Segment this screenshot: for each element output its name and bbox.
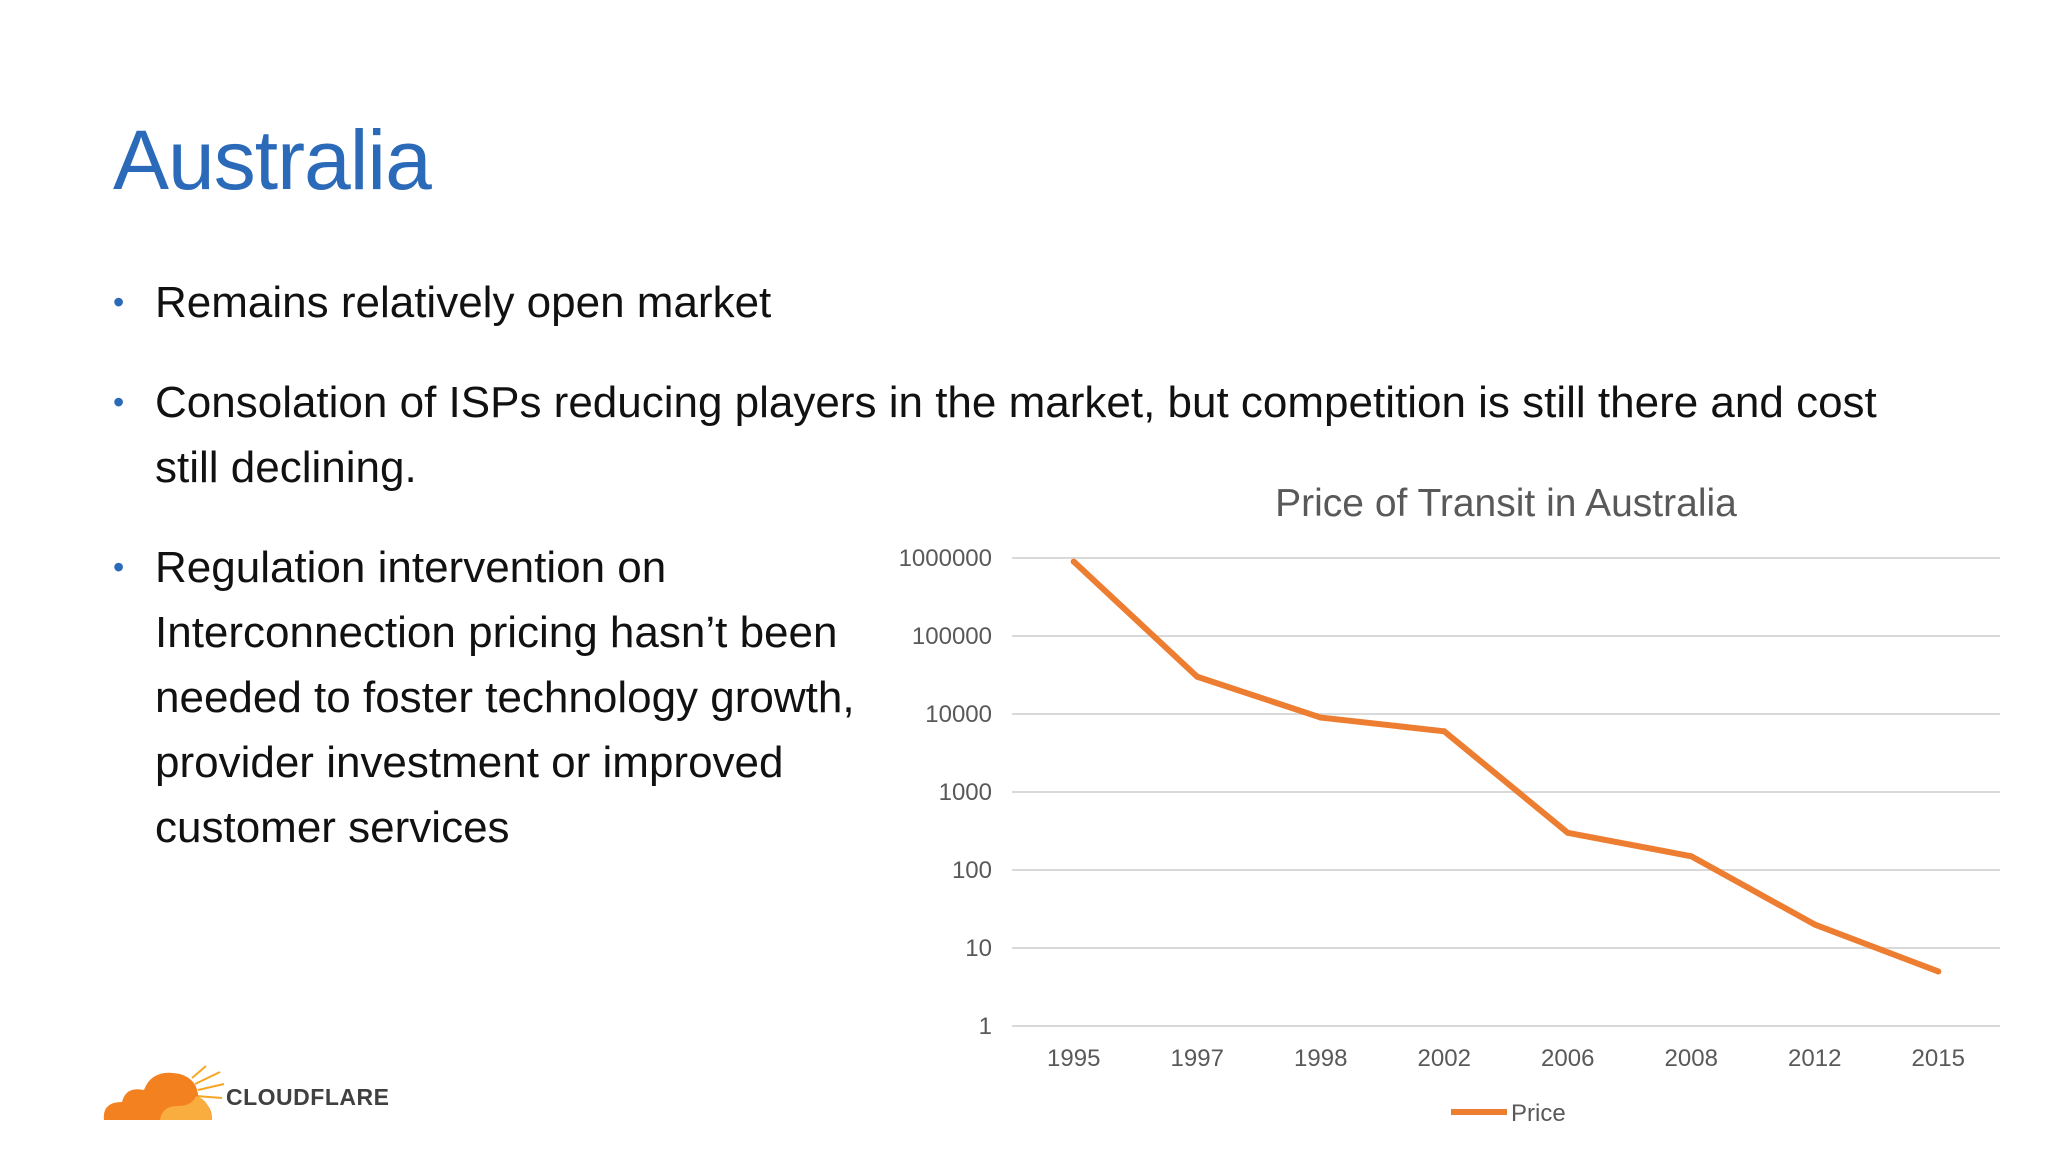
x-tick-label: 1995: [1047, 1045, 1100, 1072]
cloudflare-logo: CLOUDFLARE: [100, 1062, 420, 1124]
y-tick-label: 100000: [912, 623, 992, 650]
bullet-item: • Remains relatively open market: [113, 270, 1933, 335]
slide-title: Australia: [113, 113, 432, 207]
bullet-item: • Consolation of ISPs reducing players i…: [113, 370, 1933, 500]
data-point: [1317, 714, 1324, 721]
y-tick-label: 10000: [925, 701, 992, 728]
bullet-text: Remains relatively open market: [155, 278, 772, 327]
y-tick-label: 1: [979, 1013, 992, 1040]
x-tick-label: 2006: [1541, 1045, 1594, 1072]
y-tick-label: 1000000: [899, 545, 992, 572]
data-point: [1811, 921, 1818, 928]
chart-title: Price of Transit in Australia: [1275, 482, 1737, 525]
data-point: [1564, 829, 1571, 836]
bullet-list: • Remains relatively open market • Conso…: [113, 270, 1933, 895]
bullet-marker: •: [113, 549, 125, 585]
bullet-item: • Regulation intervention on Interconnec…: [113, 535, 895, 860]
y-tick-label: 10: [965, 935, 992, 962]
data-point: [1070, 558, 1077, 565]
x-tick-label: 2012: [1788, 1045, 1841, 1072]
data-point: [1194, 673, 1201, 680]
x-tick-label: 1997: [1171, 1045, 1224, 1072]
data-point: [1688, 853, 1695, 860]
y-tick-label: 100: [952, 857, 992, 884]
bullet-text: Consolation of ISPs reducing players in …: [155, 378, 1877, 492]
y-tick-label: 1000: [939, 779, 992, 806]
data-point: [1441, 728, 1448, 735]
series-line: [1070, 558, 1942, 975]
x-tick-label: 2008: [1665, 1045, 1718, 1072]
cloudflare-cloud-icon: CLOUDFLARE: [103, 1065, 389, 1120]
x-tick-label: 1998: [1294, 1045, 1347, 1072]
bullet-marker: •: [113, 284, 125, 320]
logo-text: CLOUDFLARE: [226, 1084, 389, 1110]
legend-label: Price: [1511, 1100, 1566, 1127]
data-point: [1935, 968, 1942, 975]
bullet-marker: •: [113, 384, 125, 420]
price-chart: Price of Transit in Australia 1000000 1000…: [860, 470, 2010, 1140]
x-tick-label: 2015: [1912, 1045, 1965, 1072]
x-tick-label: 2002: [1418, 1045, 1471, 1072]
bullet-text: Regulation intervention on Interconnecti…: [155, 543, 855, 852]
chart-svg: Price of Transit in Australia 1000000 1000…: [899, 482, 2000, 1127]
